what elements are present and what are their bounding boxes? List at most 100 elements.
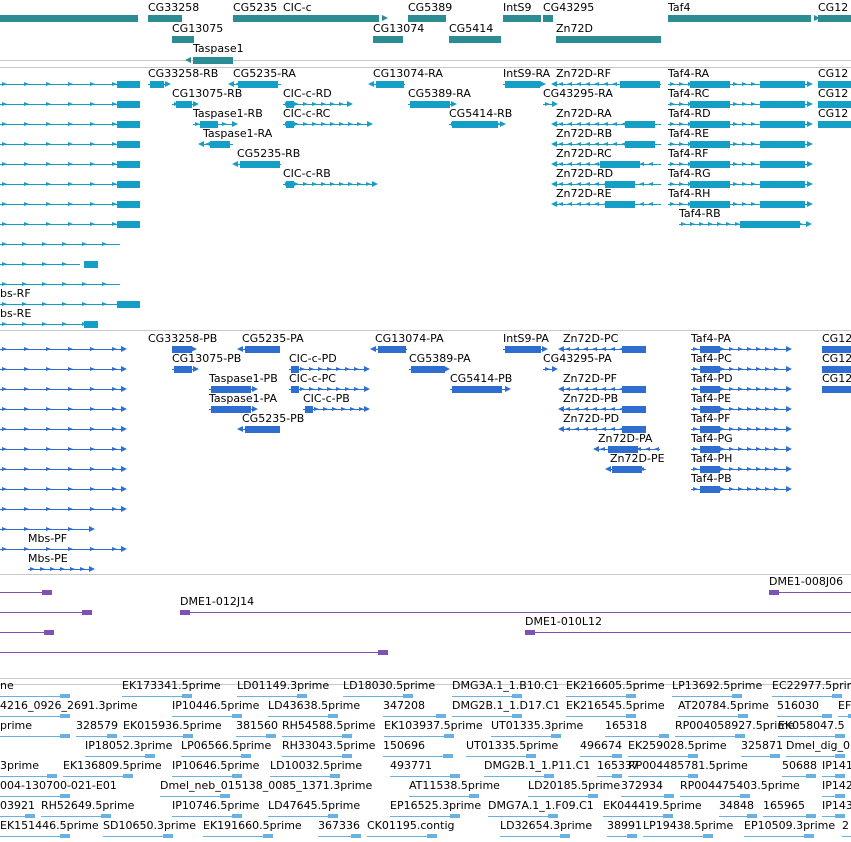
est-block[interactable] <box>806 814 816 818</box>
exon-block[interactable] <box>238 81 278 88</box>
exon-block[interactable] <box>700 346 720 353</box>
est-block[interactable] <box>297 694 307 698</box>
est-block[interactable] <box>60 714 70 718</box>
exon-block[interactable] <box>612 466 642 473</box>
exon-block[interactable] <box>117 141 140 148</box>
exon-block[interactable] <box>505 81 540 88</box>
exon-block[interactable] <box>117 101 140 108</box>
gene-block[interactable] <box>373 36 403 43</box>
est-block[interactable] <box>626 694 636 698</box>
est-block[interactable] <box>822 714 832 718</box>
exon-block[interactable] <box>600 161 640 168</box>
exon-block[interactable] <box>740 221 800 228</box>
gene-block[interactable] <box>818 15 851 22</box>
exon-block[interactable] <box>690 141 730 148</box>
exon-block[interactable] <box>700 446 720 453</box>
est-block[interactable] <box>740 794 750 798</box>
est-block[interactable] <box>664 794 674 798</box>
exon-block[interactable] <box>622 426 646 433</box>
est-block[interactable] <box>450 774 460 778</box>
exon-block[interactable] <box>286 121 294 128</box>
exon-block[interactable] <box>211 386 251 393</box>
est-block[interactable] <box>342 734 352 738</box>
exon-block[interactable] <box>378 346 406 353</box>
exon-block[interactable] <box>690 101 730 108</box>
exon-block[interactable] <box>452 121 498 128</box>
est-block[interactable] <box>241 754 251 758</box>
exon-block[interactable] <box>411 366 445 373</box>
exon-block[interactable] <box>700 386 720 393</box>
gene-block[interactable] <box>449 36 501 43</box>
est-block[interactable] <box>688 754 698 758</box>
gene-block[interactable] <box>148 15 182 22</box>
exon-block[interactable] <box>622 406 646 413</box>
exon-block[interactable] <box>690 121 730 128</box>
est-block[interactable] <box>835 814 845 818</box>
exon-block[interactable] <box>760 141 805 148</box>
est-block[interactable] <box>469 794 479 798</box>
gene-block[interactable] <box>0 15 138 22</box>
est-block[interactable] <box>60 834 70 838</box>
exon-block[interactable] <box>291 366 299 373</box>
exon-block[interactable] <box>605 201 635 208</box>
exon-block[interactable] <box>117 181 140 188</box>
gene-block[interactable] <box>193 57 233 64</box>
est-block[interactable] <box>612 754 622 758</box>
exon-block[interactable] <box>700 486 720 493</box>
est-block[interactable] <box>848 714 851 718</box>
exon-block[interactable] <box>200 121 218 128</box>
exon-block[interactable] <box>172 346 192 353</box>
exon-block[interactable] <box>822 366 851 373</box>
est-block[interactable] <box>232 774 242 778</box>
est-block[interactable] <box>232 714 242 718</box>
est-block[interactable] <box>832 694 842 698</box>
est-block[interactable] <box>526 754 536 758</box>
est-block[interactable] <box>263 834 273 838</box>
exon-block[interactable] <box>245 346 280 353</box>
exon-block[interactable] <box>240 161 280 168</box>
est-block[interactable] <box>770 754 780 758</box>
exon-block[interactable] <box>176 101 192 108</box>
exon-block[interactable] <box>150 81 164 88</box>
exon-block[interactable] <box>690 201 730 208</box>
est-block[interactable] <box>60 734 70 738</box>
est-block[interactable] <box>512 714 522 718</box>
exon-block[interactable] <box>760 121 805 128</box>
exon-block[interactable] <box>818 121 851 128</box>
exon-block[interactable] <box>291 386 299 393</box>
exon-block[interactable] <box>410 101 450 108</box>
est-block[interactable] <box>835 794 845 798</box>
exon-block[interactable] <box>505 346 541 353</box>
est-block[interactable] <box>560 834 570 838</box>
clone-end[interactable] <box>769 590 779 595</box>
gene-block[interactable] <box>668 15 811 22</box>
exon-block[interactable] <box>117 201 140 208</box>
est-block[interactable] <box>804 834 814 838</box>
est-block[interactable] <box>436 714 446 718</box>
exon-block[interactable] <box>605 181 635 188</box>
est-block[interactable] <box>735 734 745 738</box>
exon-block[interactable] <box>84 321 98 328</box>
est-block[interactable] <box>47 774 57 778</box>
exon-block[interactable] <box>622 386 646 393</box>
exon-block[interactable] <box>690 81 730 88</box>
exon-block[interactable] <box>760 161 805 168</box>
est-block[interactable] <box>330 774 340 778</box>
exon-block[interactable] <box>117 221 140 228</box>
est-block[interactable] <box>403 694 413 698</box>
exon-block[interactable] <box>760 181 805 188</box>
est-block[interactable] <box>145 754 155 758</box>
exon-block[interactable] <box>211 406 251 413</box>
est-block[interactable] <box>182 694 192 698</box>
est-block[interactable] <box>659 734 669 738</box>
exon-block[interactable] <box>117 161 140 168</box>
gene-block[interactable] <box>408 15 446 22</box>
gene-block[interactable] <box>283 15 379 22</box>
gene-block[interactable] <box>233 15 303 22</box>
est-block[interactable] <box>512 694 522 698</box>
gene-block[interactable] <box>503 15 541 22</box>
exon-block[interactable] <box>760 101 805 108</box>
exon-block[interactable] <box>117 121 140 128</box>
est-block[interactable] <box>835 754 845 758</box>
exon-block[interactable] <box>818 81 851 88</box>
